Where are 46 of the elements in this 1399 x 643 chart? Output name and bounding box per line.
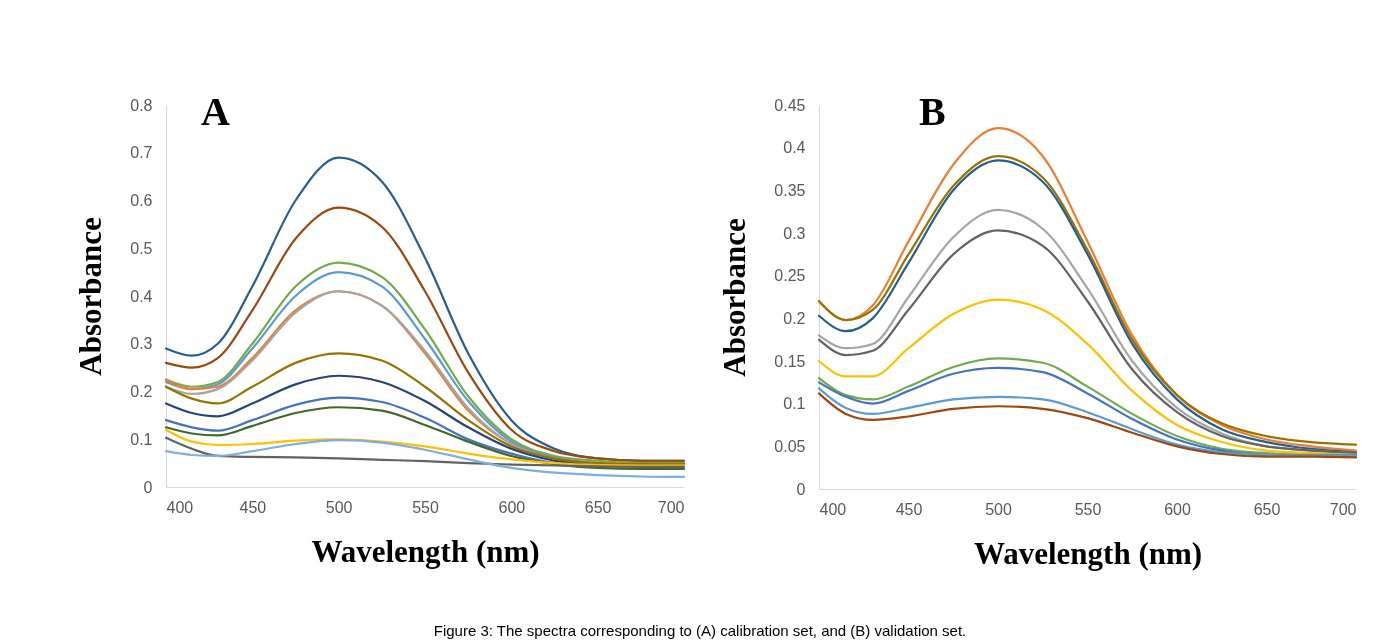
- y-tick-label: 0.05: [774, 437, 806, 455]
- x-tick-label: 450: [239, 498, 267, 516]
- y-tick-label: 0.8: [130, 96, 153, 114]
- y-tick-label: 0.6: [130, 192, 153, 209]
- x-axis-title: Wavelength (nm): [311, 533, 540, 569]
- y-axis-title: Absorbance: [717, 218, 753, 377]
- x-tick-label: 650: [1253, 500, 1281, 518]
- x-tick-label: 600: [498, 498, 526, 516]
- chart-title: A: [201, 89, 230, 134]
- y-tick-label: 0.3: [130, 335, 153, 353]
- chart-title: B: [919, 89, 946, 134]
- y-tick-label: 0.7: [130, 144, 153, 162]
- y-tick-label: 0: [796, 480, 806, 498]
- y-tick-label: 0: [143, 478, 153, 496]
- line-series: [164, 439, 686, 479]
- y-tick-label: 0.25: [774, 267, 806, 285]
- x-tick-label: 700: [657, 498, 685, 516]
- y-tick-label: 0.3: [783, 224, 806, 242]
- y-tick-label: 0.2: [783, 309, 806, 327]
- y-tick-label: 0.35: [774, 181, 806, 199]
- x-tick-label: 550: [412, 498, 439, 516]
- line-series: [164, 206, 686, 462]
- y-tick-label: 0.2: [130, 383, 153, 400]
- x-tick-label: 700: [1329, 500, 1357, 518]
- y-tick-label: 0.15: [774, 352, 806, 370]
- y-tick-label: 0.4: [783, 139, 806, 157]
- line-series: [164, 428, 686, 467]
- y-axis-title: Absorbance: [73, 217, 109, 376]
- x-tick-label: 400: [819, 500, 847, 518]
- y-tick-label: 0.1: [130, 430, 153, 448]
- x-tick-label: 400: [166, 498, 194, 516]
- x-tick-label: 650: [584, 498, 612, 516]
- x-tick-label: 450: [895, 500, 923, 518]
- x-tick-label: 500: [325, 498, 353, 516]
- caption: Figure 3: The spectra corresponding to (A) calibration set, and (B) validation set.: [433, 622, 967, 639]
- y-tick-label: 0.45: [774, 96, 806, 114]
- y-tick-label: 0.5: [130, 239, 153, 257]
- x-tick-label: 600: [1164, 500, 1191, 518]
- y-tick-label: 0.4: [130, 287, 153, 305]
- line-series: [164, 352, 686, 466]
- y-tick-label: 0.1: [783, 395, 806, 413]
- line-series: [164, 436, 686, 469]
- x-tick-label: 500: [985, 500, 1012, 518]
- x-tick-label: 550: [1074, 500, 1102, 518]
- line-series: [164, 406, 686, 470]
- x-axis-title: Wavelength (nm): [973, 535, 1203, 571]
